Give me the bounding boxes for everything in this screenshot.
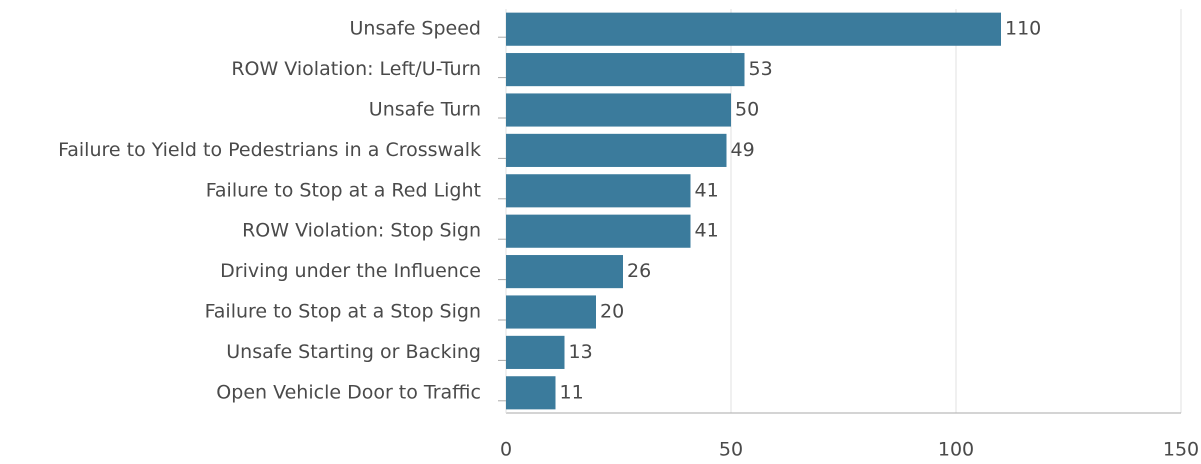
data-label: 49: [731, 139, 755, 161]
y-tick-label: ROW Violation: Stop Sign: [242, 220, 481, 242]
bar: [506, 93, 731, 127]
y-tick-label: Failure to Yield to Pedestrians in a Cro…: [58, 139, 481, 161]
bar: [506, 12, 1001, 46]
data-label: 110: [1005, 18, 1041, 40]
bar: [506, 214, 691, 248]
y-tick-label: ROW Violation: Left/U-Turn: [231, 58, 481, 80]
y-tick-label: Failure to Stop at a Stop Sign: [205, 301, 481, 323]
x-tick-label: 100: [938, 439, 974, 461]
bar: [506, 295, 596, 329]
x-tick-label: 50: [719, 439, 743, 461]
data-label: 53: [749, 58, 773, 80]
data-label: 50: [735, 99, 759, 121]
y-tick-label: Unsafe Speed: [350, 18, 481, 40]
data-label: 20: [600, 301, 624, 323]
bar: [506, 376, 556, 410]
bar: [506, 133, 727, 167]
bar: [506, 174, 691, 208]
y-tick-label: Open Vehicle Door to Traffic: [216, 381, 481, 403]
data-label: 11: [560, 381, 584, 403]
bar: [506, 335, 565, 369]
y-tick-label: Unsafe Starting or Backing: [226, 341, 481, 363]
x-tick-label: 150: [1163, 439, 1199, 461]
y-tick-label: Unsafe Turn: [369, 99, 481, 121]
data-label: 13: [569, 341, 593, 363]
y-tick-label: Driving under the Influence: [220, 260, 481, 282]
x-tick-label: 0: [500, 439, 512, 461]
bar: [506, 53, 745, 87]
data-label: 26: [627, 260, 651, 282]
bar: [506, 255, 623, 289]
data-label: 41: [695, 220, 719, 242]
y-tick-label: Failure to Stop at a Red Light: [206, 179, 481, 201]
data-label: 41: [695, 179, 719, 201]
